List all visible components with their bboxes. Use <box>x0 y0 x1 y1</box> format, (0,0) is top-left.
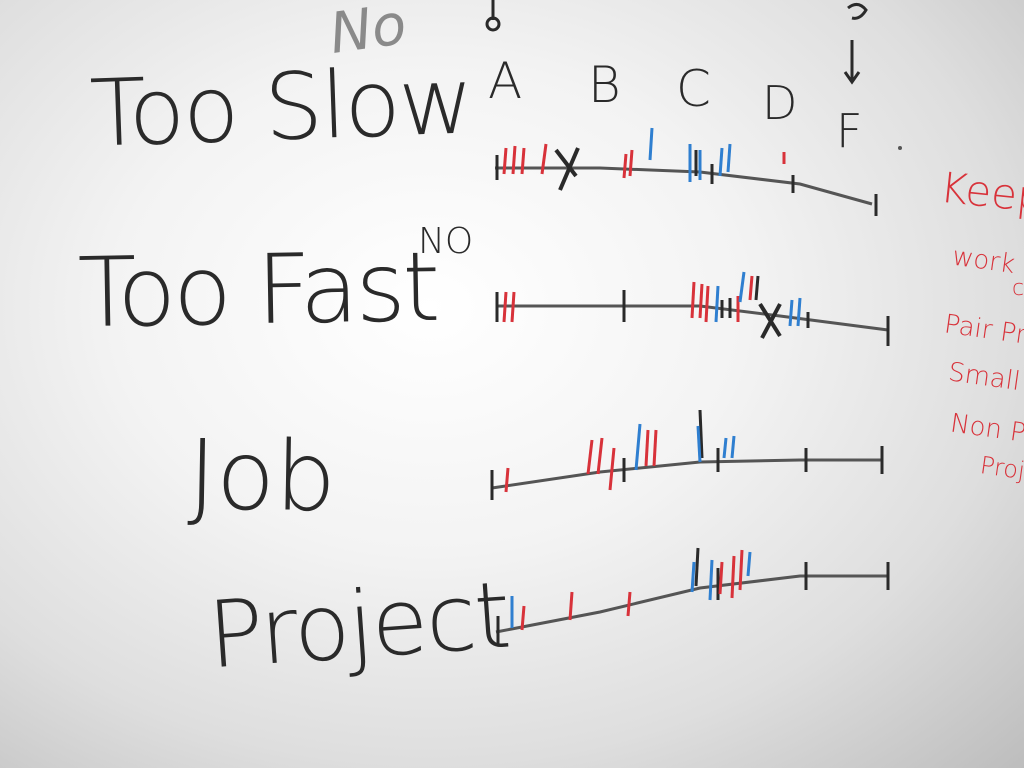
scale-line <box>491 458 882 490</box>
keep-list-title: Keep <box>937 162 1024 223</box>
row-label-project: Project <box>204 561 513 690</box>
red-votes <box>520 549 744 631</box>
black-votes <box>694 150 714 184</box>
scale-project <box>495 547 890 644</box>
row-label-too-fast: Too Fast <box>77 230 439 350</box>
blue-votes <box>648 127 732 182</box>
red-votes <box>504 429 658 493</box>
scale-line <box>495 166 873 206</box>
grade-label-d: D <box>762 76 798 130</box>
red-votes <box>502 275 754 323</box>
blue-votes <box>510 551 752 628</box>
x-mark-icon <box>758 302 782 339</box>
row-label-too-slow: Too Slow <box>88 47 474 168</box>
scale-line <box>495 574 888 634</box>
grade-label-f: F <box>836 104 863 158</box>
grade-label-c: C <box>676 60 711 118</box>
red-votes <box>502 143 786 179</box>
grade-label-a: A <box>488 52 523 110</box>
blue-votes <box>634 423 736 471</box>
row-label-job: Job <box>187 418 337 534</box>
keep-list-item: c <box>1012 276 1024 301</box>
scale-job <box>490 409 884 500</box>
arrow-a-icon <box>485 0 501 32</box>
grade-label-b: B <box>588 56 621 114</box>
x-mark-icon <box>554 147 580 191</box>
no-annotation-fast: NO <box>418 221 474 262</box>
arrow-f-icon <box>843 3 868 85</box>
scale-too-fast <box>495 271 890 346</box>
scale-too-slow <box>495 127 878 216</box>
blue-votes <box>714 271 802 327</box>
